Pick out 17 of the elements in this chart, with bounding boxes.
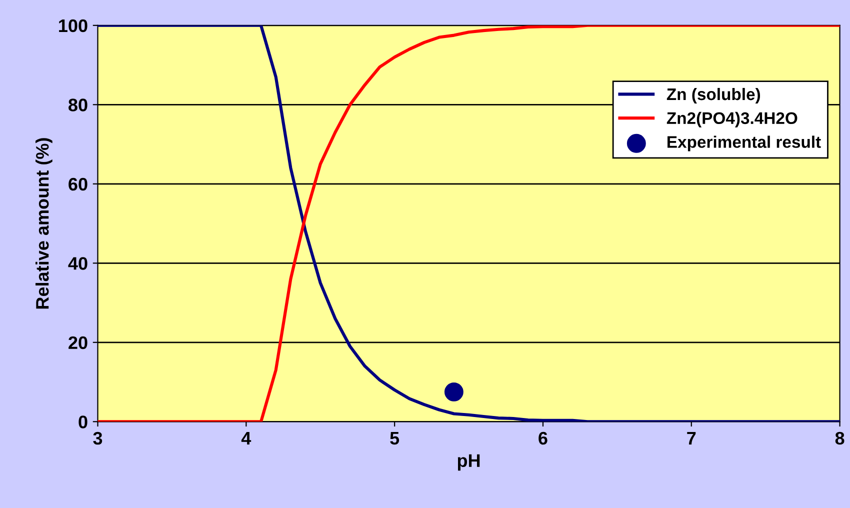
x-tick-label: 4: [241, 432, 252, 444]
x-tick-label: 5: [390, 432, 400, 445]
y-tick-label: 20: [68, 336, 88, 350]
x-tick-label: 3: [93, 432, 102, 445]
y-tick-label: 80: [68, 98, 88, 112]
x-tick-label: 8: [835, 432, 844, 445]
x-tick-label: 6: [538, 432, 548, 445]
x-axis-title: pH: [458, 454, 480, 471]
y-tick-label: 40: [68, 257, 88, 270]
y-tick-label: 100: [59, 19, 88, 32]
legend-label: Zn (soluble): [666, 88, 760, 104]
legend-label: Zn2(PO4)3.4H2O: [666, 112, 798, 128]
legend-label: Experimental result: [668, 136, 821, 152]
y-tick-label: 60: [68, 178, 88, 191]
y-axis-title: Relative amount (%): [36, 138, 52, 309]
x-tick-label: 7: [687, 432, 696, 444]
y-tick-label: 0: [78, 416, 88, 428]
